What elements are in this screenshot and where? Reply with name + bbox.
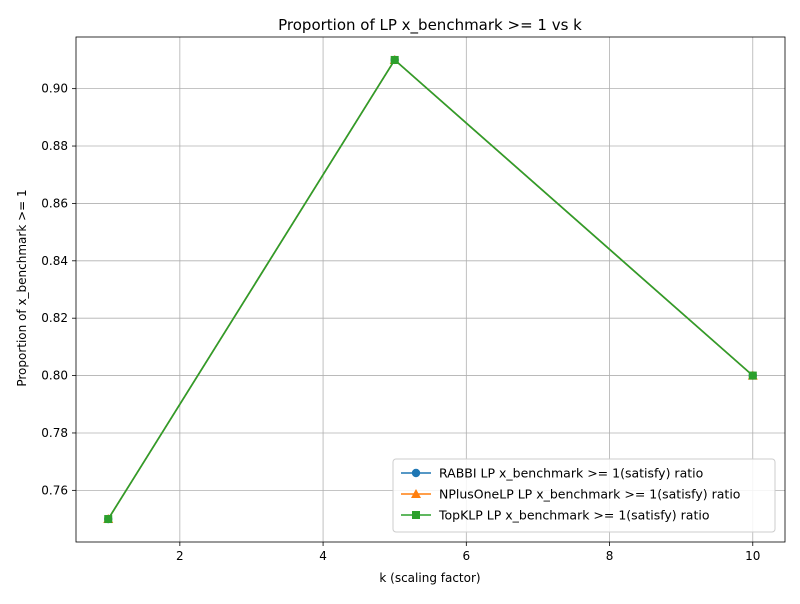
- axes: 2 4 6 8 10 0.76 0.78 0.80 0.82 0.84 0.86 0.88 0.90: [41, 36, 786, 563]
- legend-label: TopKLP LP x_benchmark >= 1(satisfy) rati…: [438, 508, 709, 523]
- y-tick-label: 0.86: [41, 196, 68, 210]
- x-tick-label: 4: [319, 549, 327, 563]
- grid-lines: [76, 37, 785, 542]
- y-tick-label: 0.82: [41, 311, 68, 325]
- x-tick-label: 10: [745, 549, 760, 563]
- legend-label: RABBI LP x_benchmark >= 1(satisfy) ratio: [439, 466, 703, 481]
- y-tick-label: 0.84: [41, 254, 68, 268]
- plot-frame: [75, 36, 786, 543]
- x-tick-label: 2: [176, 549, 184, 563]
- y-axis-label: Proportion of x_benchmark >= 1: [15, 189, 29, 386]
- y-tick-label: 0.80: [41, 369, 68, 383]
- chart-title: Proportion of LP x_benchmark >= 1 vs k: [278, 16, 582, 35]
- y-tick-label: 0.76: [41, 483, 68, 497]
- x-tick-label: 6: [462, 549, 470, 563]
- data-point-marker: [104, 515, 113, 524]
- legend-marker: [412, 511, 420, 519]
- y-tick-label: 0.88: [41, 139, 68, 153]
- x-axis-label: k (scaling factor): [379, 571, 480, 585]
- data-point-marker: [748, 371, 757, 380]
- legend-label: NPlusOneLP LP x_benchmark >= 1(satisfy) …: [439, 487, 740, 502]
- x-tick-label: 8: [606, 549, 614, 563]
- data-point-marker: [390, 55, 399, 64]
- legend-marker: [411, 468, 421, 478]
- series-lines: [103, 54, 758, 524]
- y-tick-label: 0.90: [41, 82, 68, 96]
- legend-marker: [411, 489, 421, 498]
- legend-box: [392, 458, 776, 533]
- y-tick-label: 0.78: [41, 426, 68, 440]
- legend: RABBI LP x_benchmark >= 1(satisfy) ratio…: [392, 458, 776, 533]
